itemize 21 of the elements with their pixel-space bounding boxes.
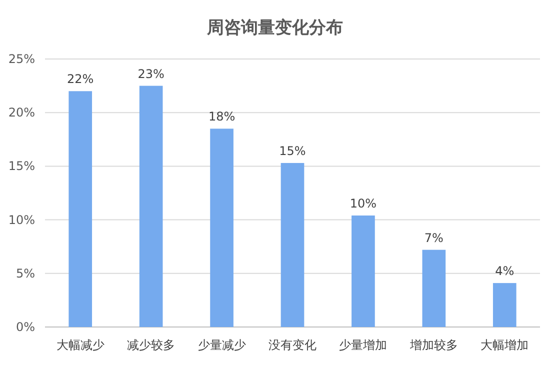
value-label: 4%	[495, 264, 514, 278]
ytick: 10%	[8, 212, 35, 227]
xtick: 少量增加	[339, 338, 388, 352]
ytick: 5%	[16, 266, 35, 280]
xtick: 减少较多	[127, 338, 176, 352]
xtick: 增加较多	[410, 338, 458, 352]
value-label: 10%	[350, 196, 377, 210]
ytick: 0%	[16, 320, 35, 334]
value-label: 18%	[208, 110, 236, 124]
value-label: 23%	[138, 66, 164, 81]
value-label: 22%	[67, 72, 94, 86]
ytick: 15%	[8, 159, 35, 174]
value-label: 15%	[279, 144, 306, 158]
xtick: 大幅增加	[480, 338, 529, 352]
xtick: 没有变化	[268, 338, 316, 352]
value-label: 7%	[424, 230, 444, 245]
ytick: 20%	[8, 106, 35, 120]
xtick: 少量减少	[198, 338, 246, 352]
title: 周咨询量变化分布	[207, 18, 343, 38]
xtick: 大幅减少	[56, 338, 104, 352]
ytick: 25%	[8, 52, 35, 66]
